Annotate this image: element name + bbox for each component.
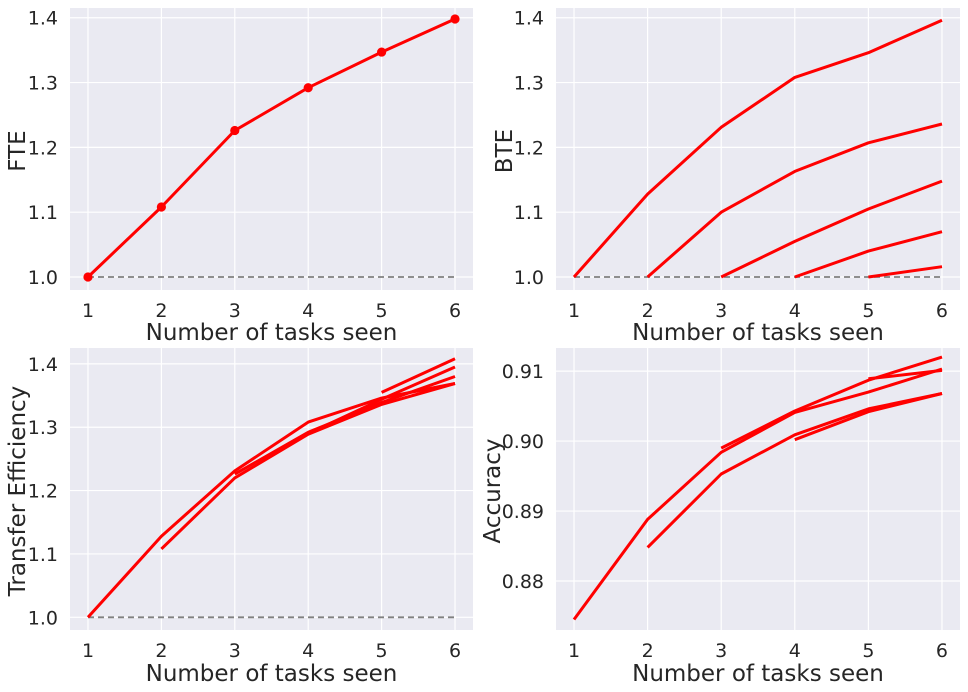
series-line [86, 17, 456, 279]
x-tick-label: 3 [715, 640, 727, 662]
data-point [156, 202, 166, 212]
x-tick-label: 6 [936, 300, 948, 322]
x-tick-label: 4 [302, 300, 314, 322]
y-tick-label: 1.1 [514, 202, 544, 224]
data-point [303, 83, 313, 93]
x-tick-label: 6 [936, 640, 948, 662]
x-tick-label: 5 [862, 640, 874, 662]
accuracy-panel: 1 2 3 4 5 6 0.88 0.89 0.90 0.91 Number of tasks s… [480, 348, 960, 687]
x-tick-label: 2 [155, 300, 167, 322]
x-tick-label: 3 [715, 300, 727, 322]
series-line [160, 382, 456, 550]
y-tick-label: 1.0 [514, 267, 544, 289]
x-tick-label: 2 [642, 640, 654, 662]
y-tick-label: 1.3 [514, 73, 544, 95]
x-tick-label: 4 [302, 640, 314, 662]
y-tick-label: 1.1 [28, 202, 58, 224]
series-line [86, 382, 456, 619]
y-tick-label: 1.2 [514, 137, 544, 159]
x-tick-label: 1 [82, 640, 94, 662]
plot-area: 1 2 3 4 5 6 1.0 1.1 1.2 1.3 1.4 [514, 8, 960, 322]
x-axis-label: Number of tasks seen [146, 661, 398, 687]
x-tick-label: 2 [155, 640, 167, 662]
x-axis-label: Number of tasks seen [632, 320, 884, 346]
x-tick-label: 6 [449, 300, 461, 322]
plot-area: 1 2 3 4 5 6 0.88 0.89 0.90 0.91 [502, 348, 960, 662]
x-tick-label: 1 [82, 300, 94, 322]
x-tick-label: 3 [229, 640, 241, 662]
series-line [794, 230, 943, 279]
series-line [794, 392, 943, 442]
x-tick-label: 1 [568, 300, 580, 322]
data-point [83, 272, 93, 282]
x-axis-label: Number of tasks seen [632, 661, 884, 687]
data-point [377, 47, 387, 57]
series-line [572, 18, 943, 278]
y-tick-label: 1.2 [28, 137, 58, 159]
series-line [720, 355, 943, 450]
y-axis-label: Accuracy [480, 438, 506, 543]
plot-area: 1 2 3 4 5 6 1.0 1.1 1.2 1.3 1.4 [28, 8, 473, 322]
series-line [380, 357, 456, 394]
x-tick-label: 6 [449, 640, 461, 662]
x-tick-label: 4 [789, 640, 801, 662]
fte-panel: 1 2 3 4 5 6 1.0 1.1 1.2 1.3 1.4 Number of tasks se… [5, 8, 473, 346]
y-axis-label: Transfer Efficiency [5, 386, 31, 598]
x-tick-label: 5 [376, 300, 388, 322]
data-point [230, 125, 240, 136]
y-axis-label: BTE [492, 129, 518, 173]
plot-background [556, 8, 960, 290]
plot-area: 1 2 3 4 5 6 1.0 1.1 1.2 1.3 1.4 [28, 348, 473, 662]
y-tick-label: 1.1 [28, 544, 58, 566]
x-tick-label: 5 [376, 640, 388, 662]
y-tick-label: 1.2 [28, 481, 58, 503]
y-tick-label: 1.3 [28, 73, 58, 95]
data-point [450, 14, 460, 24]
bte-panel: 1 2 3 4 5 6 1.0 1.1 1.2 1.3 1.4 Number of tasks se… [492, 8, 960, 346]
y-tick-label: 1.4 [28, 8, 58, 30]
x-tick-label: 5 [862, 300, 874, 322]
y-tick-label: 0.89 [502, 501, 544, 523]
series-line [646, 392, 943, 549]
y-tick-label: 1.4 [514, 8, 544, 30]
x-tick-label: 4 [789, 300, 801, 322]
series-line [572, 367, 943, 621]
y-axis-label: FTE [5, 130, 31, 171]
series-line [868, 265, 943, 279]
series-line [720, 179, 943, 279]
y-tick-label: 1.0 [28, 607, 58, 629]
y-tick-label: 0.88 [502, 571, 544, 593]
x-tick-label: 2 [642, 300, 654, 322]
x-axis-label: Number of tasks seen [146, 320, 398, 346]
series-line [307, 365, 456, 435]
transfer-efficiency-panel: 1 2 3 4 5 6 1.0 1.1 1.2 1.3 1.4 Number of tasks se… [5, 348, 473, 687]
plot-background [70, 8, 473, 290]
y-tick-label: 1.4 [28, 354, 58, 376]
series-line [646, 122, 943, 279]
x-tick-label: 1 [568, 640, 580, 662]
x-tick-label: 3 [229, 300, 241, 322]
series-line [868, 368, 943, 381]
y-tick-label: 0.91 [502, 361, 544, 383]
plot-background [556, 348, 960, 630]
y-tick-label: 1.0 [28, 267, 58, 289]
y-tick-label: 1.3 [28, 417, 58, 439]
y-tick-label: 0.90 [502, 431, 544, 453]
